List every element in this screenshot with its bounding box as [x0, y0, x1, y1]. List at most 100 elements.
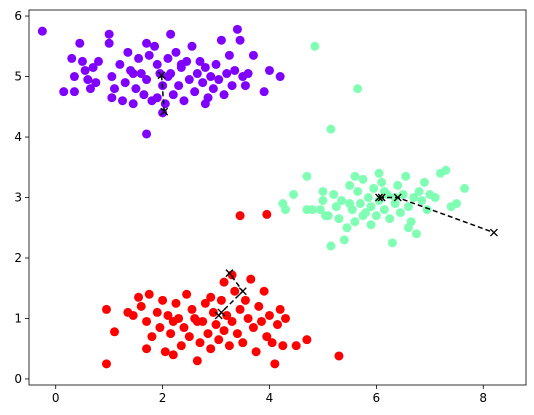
data-point: [163, 53, 173, 63]
data-point: [334, 214, 344, 224]
data-point: [123, 47, 133, 57]
data-point: [118, 96, 128, 106]
data-point: [302, 171, 312, 181]
data-point: [259, 87, 269, 97]
data-point: [134, 292, 144, 302]
data-point: [385, 214, 395, 224]
data-point: [171, 298, 181, 308]
data-point: [403, 202, 413, 212]
data-point: [59, 87, 69, 97]
data-point: [211, 59, 221, 69]
data-point: [240, 81, 250, 91]
data-point: [110, 84, 120, 94]
y-tick-label: 6: [14, 9, 22, 23]
data-point: [411, 229, 421, 239]
data-point: [134, 53, 144, 63]
data-point: [158, 295, 168, 305]
data-point: [200, 298, 210, 308]
data-point: [142, 344, 152, 354]
data-point: [273, 320, 282, 330]
data-point: [315, 205, 325, 215]
data-point: [350, 217, 360, 227]
data-point: [403, 223, 413, 233]
data-point: [190, 87, 200, 97]
data-point: [414, 186, 424, 196]
data-point: [235, 304, 245, 314]
data-point: [281, 313, 291, 323]
center-marker: [375, 193, 383, 202]
data-point: [128, 99, 138, 109]
data-point: [248, 50, 258, 60]
data-point: [248, 323, 258, 333]
data-point: [168, 350, 178, 360]
center-marker: [393, 193, 402, 202]
center-marker: [489, 228, 498, 237]
data-point: [128, 310, 138, 320]
data-point: [150, 41, 160, 51]
data-point: [80, 65, 90, 75]
data-point: [152, 93, 162, 103]
data-point: [184, 75, 194, 85]
data-point: [353, 186, 363, 196]
x-tick-label: 4: [266, 391, 274, 405]
data-point: [219, 90, 229, 100]
data-point: [147, 332, 157, 342]
data-point: [176, 59, 186, 69]
data-point: [326, 124, 336, 134]
data-point: [142, 316, 152, 326]
data-point: [179, 323, 189, 333]
x-tick-label: 8: [479, 391, 487, 405]
data-point: [200, 99, 210, 109]
data-point: [235, 211, 245, 221]
data-point: [358, 211, 368, 221]
y-tick-label: 4: [14, 130, 22, 144]
data-point: [307, 205, 317, 215]
center-marker: [377, 193, 386, 202]
data-point: [206, 344, 216, 354]
data-point: [401, 171, 411, 181]
data-point: [393, 180, 403, 190]
x-tick-label: 2: [159, 391, 167, 405]
data-point: [350, 171, 360, 181]
data-point: [187, 304, 197, 314]
data-point: [246, 274, 256, 284]
data-point: [281, 205, 291, 215]
data-point: [371, 211, 381, 221]
data-point: [192, 69, 202, 79]
data-point: [387, 238, 397, 248]
data-point: [334, 351, 344, 361]
data-point: [166, 29, 176, 39]
data-point: [216, 295, 226, 305]
data-point: [422, 205, 432, 215]
data-point: [152, 307, 162, 317]
data-point: [214, 75, 224, 85]
data-point: [310, 41, 320, 51]
data-point: [88, 62, 98, 72]
data-point: [115, 59, 125, 69]
data-point: [222, 310, 232, 320]
data-point: [363, 193, 373, 202]
data-point: [198, 78, 208, 88]
data-point: [275, 304, 285, 314]
y-tick-label: 5: [14, 70, 22, 84]
data-point: [321, 211, 331, 221]
data-point: [251, 347, 261, 357]
data-point: [355, 199, 365, 209]
data-point: [460, 183, 470, 193]
data-point: [238, 338, 248, 348]
data-point: [264, 65, 274, 75]
data-point: [142, 75, 152, 85]
data-point: [214, 335, 224, 345]
data-point: [227, 81, 237, 91]
data-point: [107, 93, 117, 103]
center-marker: [160, 107, 169, 116]
data-point: [142, 129, 152, 139]
data-point: [211, 320, 221, 330]
data-point: [166, 329, 176, 339]
data-point: [379, 205, 389, 215]
data-point: [452, 199, 462, 209]
x-tick-label: 0: [52, 391, 60, 405]
data-point: [278, 341, 288, 351]
data-point: [222, 69, 232, 79]
data-point: [326, 241, 336, 251]
